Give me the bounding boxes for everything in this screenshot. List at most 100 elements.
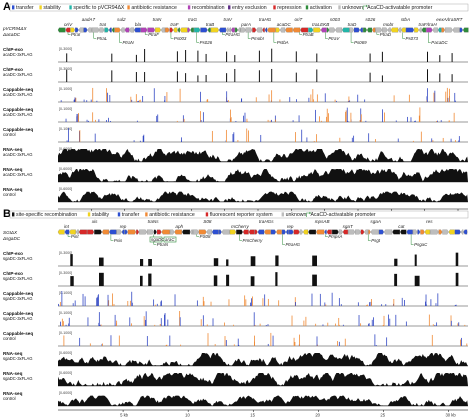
gene-label: mpsAB <box>315 219 330 224</box>
gene-arrow <box>300 27 309 33</box>
cappable-peak <box>129 300 131 306</box>
cappable-peak <box>100 324 102 326</box>
gene-arrow <box>293 229 300 235</box>
cappable-peak <box>295 302 296 306</box>
cappable-peak <box>65 324 67 326</box>
gene-arrow <box>69 229 76 235</box>
chip-peak <box>144 48 146 62</box>
cappable-peak <box>345 110 347 122</box>
promoter-label: PtraL <box>97 36 108 41</box>
chip-peak <box>66 69 68 82</box>
cappable-peak <box>466 343 468 346</box>
cappable-peak <box>227 100 229 102</box>
legend-label: stability <box>92 212 110 218</box>
gene-arrow <box>406 229 413 235</box>
gene-label: sgaA <box>370 219 380 224</box>
cappable-peak <box>375 344 377 346</box>
promoter-arrow-icon <box>222 32 225 35</box>
gene-arrow <box>177 27 180 33</box>
cappable-peak <box>313 99 314 102</box>
cappable-peak <box>324 302 326 306</box>
gene-arrow <box>190 27 194 33</box>
track-name: RNA-seq <box>3 371 23 376</box>
cappable-peak <box>254 324 256 326</box>
cappable-peak <box>351 137 353 142</box>
track-name: RNA-seq <box>3 147 23 152</box>
gene-label: traV <box>224 17 233 22</box>
cappable-peak <box>271 90 273 102</box>
chip-peak <box>197 50 199 62</box>
gene-arrow <box>442 229 449 235</box>
cappable-peak <box>348 96 350 102</box>
cappable-peak <box>320 120 322 122</box>
cappable-peak <box>437 293 439 306</box>
cappable-peak <box>59 301 61 306</box>
promoter-label: Psgt <box>371 238 381 243</box>
legend-label: unknown <box>342 5 363 11</box>
gene-arrow <box>155 27 161 33</box>
cappable-peak <box>66 140 68 142</box>
legend-swatch <box>205 212 209 217</box>
chip-peak <box>451 74 453 82</box>
boxed-gene <box>163 236 177 243</box>
chip-peak <box>99 257 104 266</box>
cappable-peak <box>235 120 237 122</box>
promoter-arrow-icon <box>325 234 328 237</box>
promoter-arrow-icon <box>376 32 380 35</box>
gene-label: s026 <box>365 17 375 22</box>
cappable-peak <box>268 94 270 102</box>
promoter-label: PmpsA <box>328 234 342 239</box>
cappable-peak <box>432 140 434 142</box>
gene-arrow <box>430 229 439 235</box>
gene-label: s003 <box>330 17 340 22</box>
cappable-peak <box>166 92 168 102</box>
cappable-peak <box>336 100 337 102</box>
cappable-peak <box>228 299 230 306</box>
gene-arrow <box>264 27 268 33</box>
gene-arrow <box>384 229 393 235</box>
promoter-arrow-icon <box>67 234 71 237</box>
gene-arrow <box>254 229 258 235</box>
gene-arrow <box>353 27 360 33</box>
cappable-peak <box>449 88 450 102</box>
cappable-peak <box>344 338 346 346</box>
cappable-peak <box>180 344 182 346</box>
cappable-peak <box>138 100 139 102</box>
promoter-arrow-icon <box>93 32 97 39</box>
gene-label: rep <box>120 224 127 229</box>
cappable-peak <box>368 323 370 326</box>
gene-arrow <box>316 229 325 235</box>
cappable-peak <box>96 297 98 306</box>
gene-label: traF/traH <box>419 22 438 27</box>
gene-arrow <box>153 229 157 235</box>
track-scale: [0-6000] <box>59 167 72 171</box>
gene-arrow <box>335 27 343 33</box>
gene-arrow <box>286 229 289 235</box>
gene-arrow <box>121 229 125 235</box>
gene-label: res <box>426 219 433 224</box>
promoter-arrow-icon <box>170 32 174 39</box>
gene-arrow <box>417 229 421 235</box>
cappable-peak <box>96 100 98 102</box>
cappable-peak <box>274 115 276 122</box>
gene-label: xis <box>91 219 98 224</box>
chip-peak <box>148 258 152 266</box>
gene-arrow <box>124 27 130 33</box>
promoter-arrow-icon <box>196 234 200 237</box>
cappable-peak <box>137 100 139 102</box>
cappable-peak <box>156 115 158 122</box>
cappable-peak <box>430 299 432 306</box>
gene-arrow <box>262 27 265 33</box>
cappable-peak <box>200 319 202 326</box>
strain-label-a: pVCR94ΔX ΔacaDC <box>2 26 27 37</box>
cappable-peak <box>74 300 76 306</box>
cappable-peak <box>278 300 280 306</box>
cappable-peak <box>440 120 442 122</box>
cappable-peak <box>97 295 99 306</box>
cappable-peak <box>454 100 456 102</box>
strain-label-b: SGIΔX ΔsgaDC <box>2 230 21 241</box>
